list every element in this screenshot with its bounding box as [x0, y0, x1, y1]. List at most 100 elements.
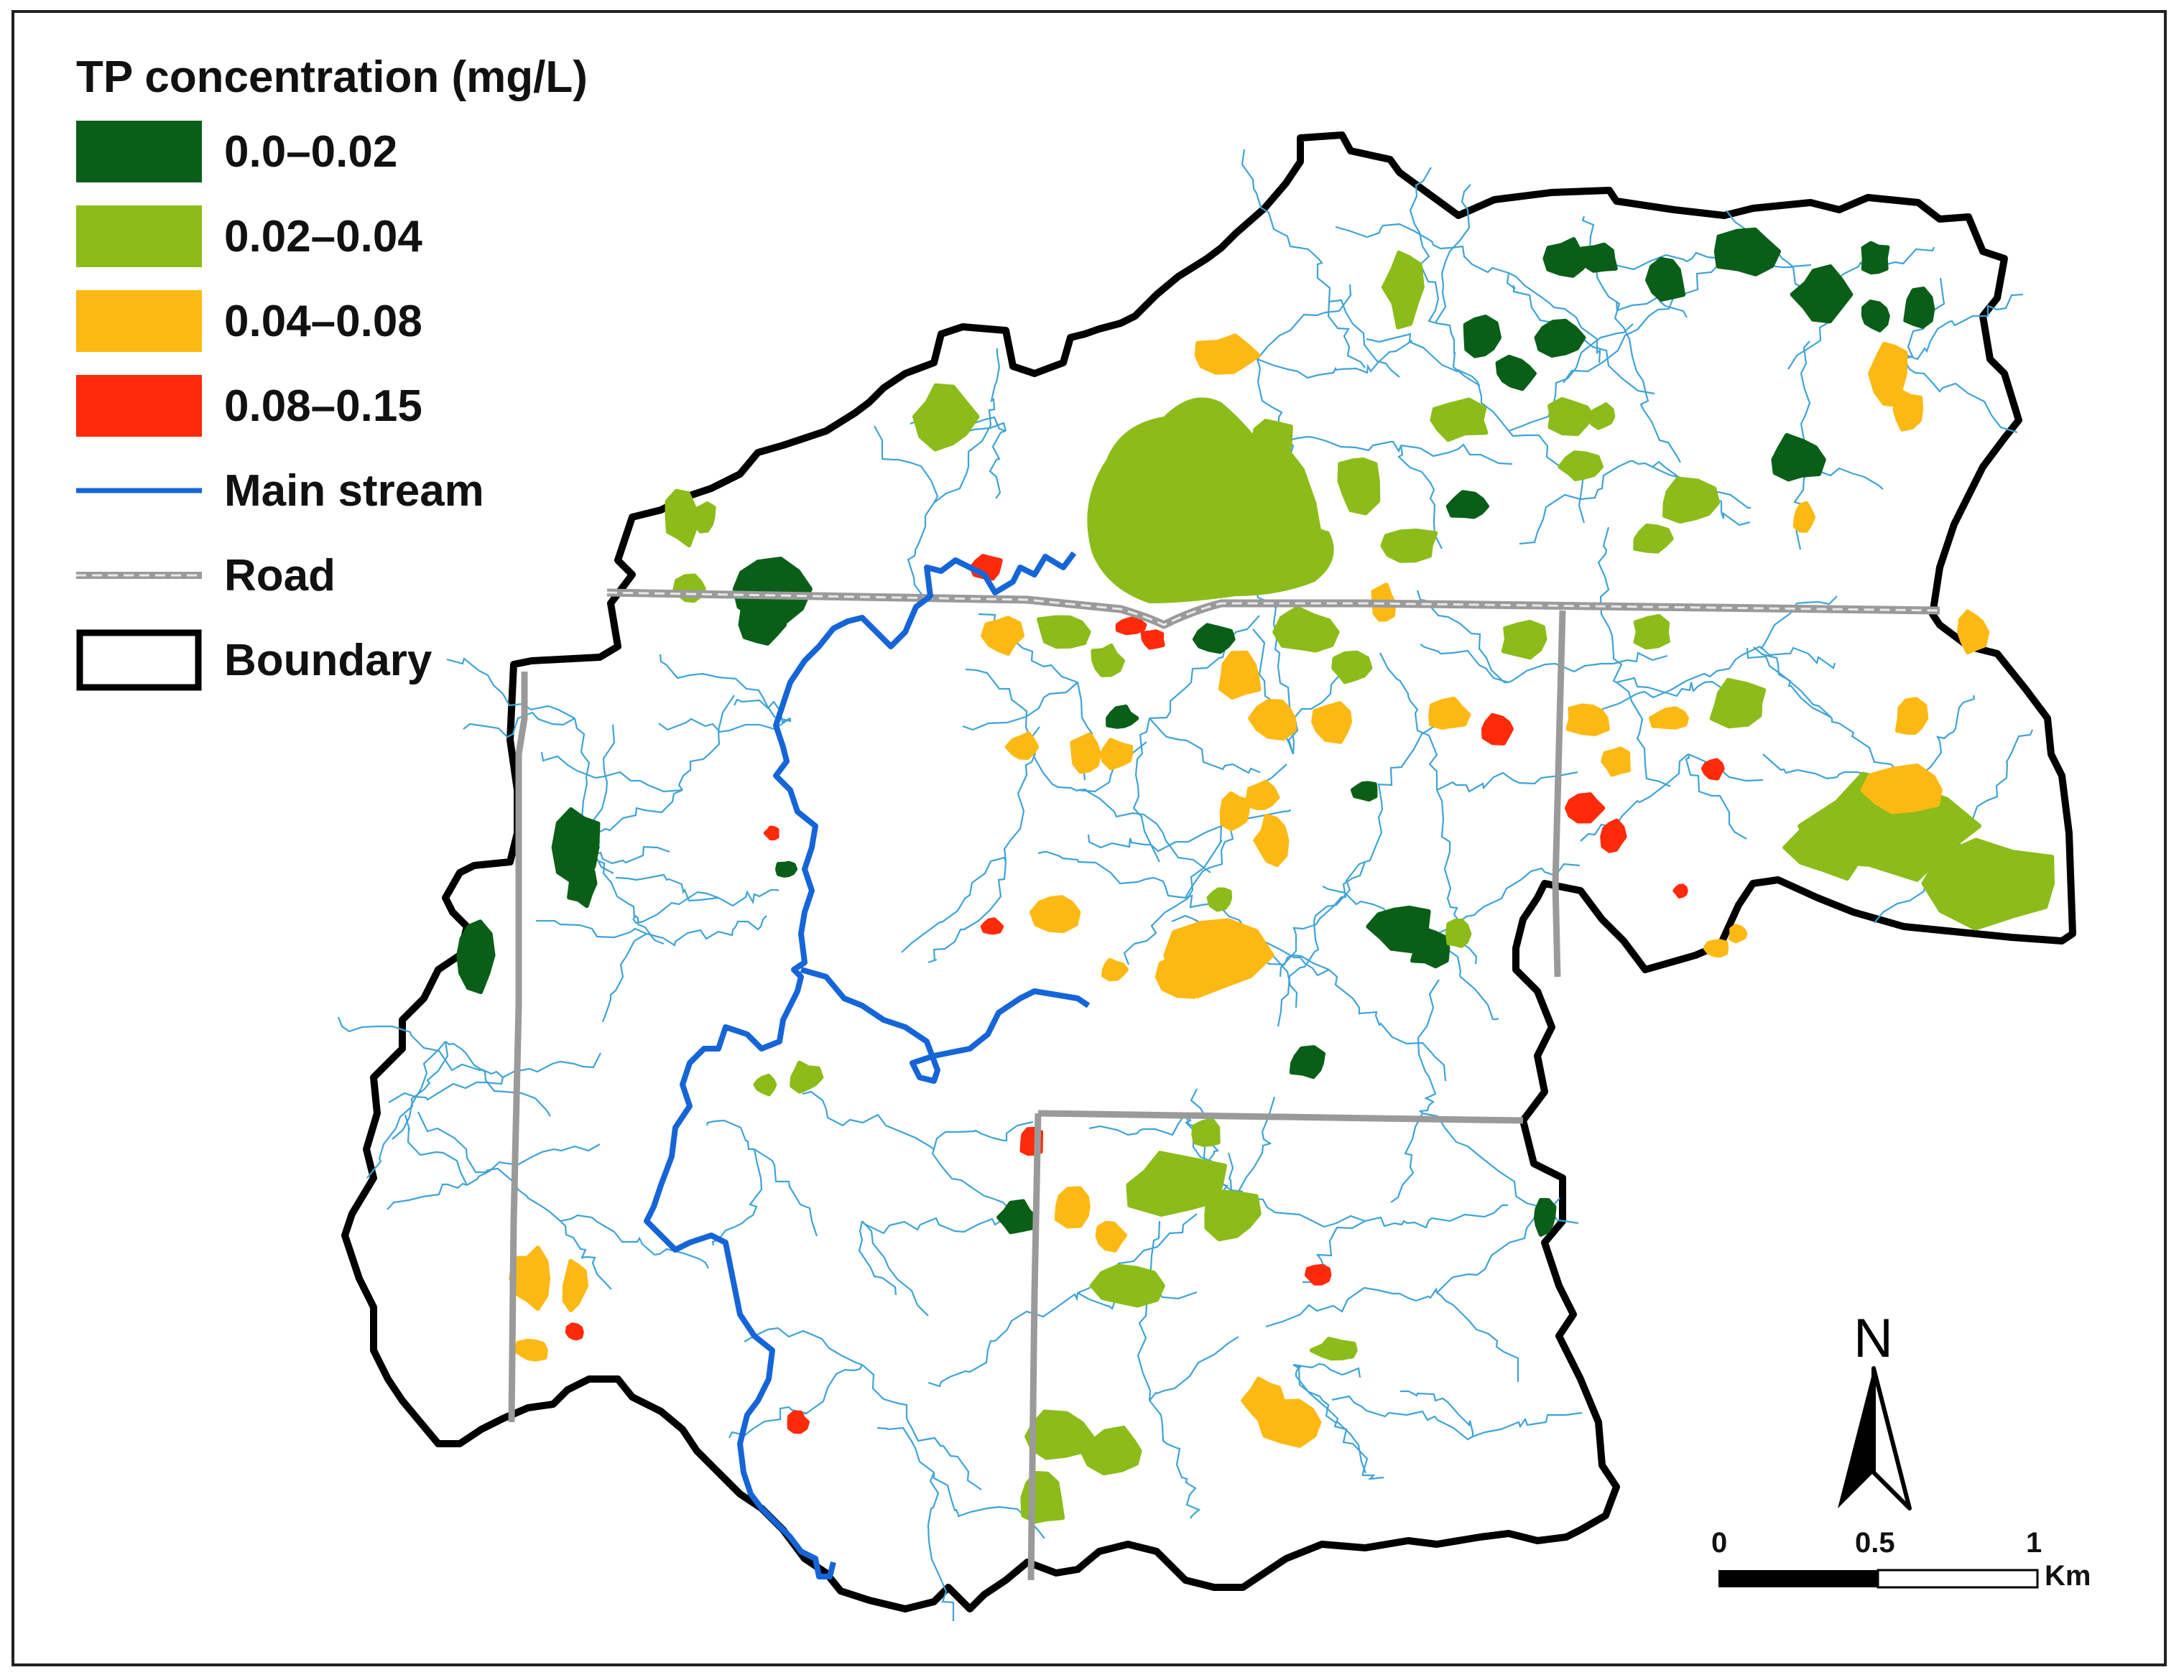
legend-label-class-1: 0.0–0.02	[224, 127, 398, 177]
tp-patch-class-1	[1533, 1198, 1557, 1237]
tributary-stream	[1597, 526, 1623, 683]
tributary-stream	[1508, 651, 1668, 683]
road-line-icon	[76, 572, 202, 579]
tp-patch-class-1	[1463, 315, 1502, 358]
tributary-stream	[1400, 443, 1513, 465]
tributary-stream	[560, 1220, 612, 1290]
tributary-stream	[1903, 293, 2024, 361]
tp-patch-class-2	[1204, 1189, 1262, 1242]
tributary-stream	[1436, 933, 1499, 1021]
tributary-stream	[1685, 753, 1747, 840]
tributary-stream	[978, 613, 1078, 684]
north-label: N	[1854, 1308, 1893, 1369]
tributary-stream	[754, 1148, 818, 1237]
tp-patch-class-2	[1089, 1263, 1165, 1308]
tp-patch-class-4	[787, 1410, 810, 1434]
tp-patch-class-3	[1095, 1220, 1127, 1253]
scale-unit: Km	[2045, 1560, 2091, 1592]
tributary-stream	[1265, 1286, 1438, 1328]
tributary-stream	[933, 348, 1001, 503]
tributary-stream	[1328, 299, 1400, 378]
legend-label-main-stream: Main stream	[224, 466, 484, 516]
tp-patch-class-3	[1728, 924, 1748, 944]
tp-patch-class-1	[1771, 432, 1826, 482]
tp-patch-class-1	[738, 598, 787, 646]
tributary-stream	[677, 695, 735, 791]
tp-patch-class-4	[1672, 883, 1688, 899]
tp-patch-class-2	[1547, 396, 1596, 437]
tp-patch-class-4	[980, 917, 1004, 935]
tp-patch-class-3	[1101, 957, 1129, 982]
tributary-stream	[502, 1052, 601, 1078]
tributary-stream	[1185, 1113, 1228, 1194]
tp-patch-class-2	[692, 501, 716, 534]
tributary-stream	[540, 751, 683, 793]
legend-label-class-4: 0.08–0.15	[224, 381, 422, 431]
tributary-stream	[615, 873, 719, 902]
tp-patch-class-2	[912, 383, 980, 452]
tributary-stream	[1335, 223, 1509, 274]
tributary-stream	[1434, 184, 1471, 324]
tributary-stream	[1088, 1113, 1186, 1136]
legend-swatch-light-green	[76, 205, 202, 267]
tp-patch-class-1	[1445, 490, 1489, 519]
tp-patch-class-2	[1430, 397, 1489, 442]
tp-patch-class-3	[1565, 703, 1610, 736]
tp-patch-class-1	[775, 860, 798, 878]
tributary-stream	[1390, 1113, 1423, 1203]
tributary-stream	[1241, 149, 1331, 302]
tributary-stream	[463, 711, 575, 738]
tp-patch-class-2	[1080, 1425, 1142, 1476]
tp-patch-class-2	[1633, 523, 1674, 554]
tp-patch-class-3	[1703, 939, 1729, 958]
tributary-stream	[1379, 652, 1438, 790]
tp-patch-class-3	[1428, 697, 1471, 730]
tributary-stream	[1037, 850, 1186, 899]
tp-patch-class-3	[1004, 731, 1040, 760]
tp-patch-class-2	[1191, 1118, 1221, 1147]
tp-patch-class-4	[1304, 1263, 1332, 1286]
tp-patch-class-3	[1311, 701, 1352, 744]
tributary-stream	[417, 1111, 561, 1222]
tributary-stream	[1087, 825, 1222, 853]
tributary-stream	[659, 654, 792, 723]
tributary-stream	[962, 682, 1078, 731]
tributary-stream	[861, 1220, 929, 1317]
tributary-stream	[989, 430, 1007, 499]
tp-patch-class-2	[1633, 613, 1670, 650]
tp-patch-class-1	[1289, 1045, 1325, 1080]
legend-label-class-3: 0.04–0.08	[224, 297, 422, 346]
tributary-stream	[1239, 1194, 1366, 1228]
roads	[508, 588, 1940, 1581]
tributary-stream	[658, 718, 791, 733]
tributary-stream	[1436, 863, 1581, 935]
tributary-stream	[927, 1472, 955, 1621]
tp-patch-class-1	[1542, 237, 1592, 278]
tributary-stream	[1328, 969, 1447, 1082]
tributary-stream	[1132, 718, 1160, 863]
tp-patch-class-1	[996, 1199, 1038, 1235]
legend-swatch-orange	[76, 290, 202, 352]
tp-patch-class-1	[1192, 623, 1236, 654]
tp-patch-class-1	[1861, 300, 1890, 333]
tp-patch-class-3	[1054, 1186, 1091, 1229]
tributary-stream	[1587, 646, 1761, 718]
tp-patch-class-2	[665, 488, 699, 548]
tp-patch-class-1	[1579, 242, 1618, 273]
tp-patch-class-4	[1115, 615, 1147, 636]
tp-patch-class-2	[1206, 887, 1233, 912]
tributary-stream	[744, 1327, 863, 1366]
main-stream-line-icon	[76, 488, 202, 493]
tributary-stream	[1614, 301, 1681, 463]
tp-patch-class-3	[562, 1258, 589, 1312]
tp-patch-class-4	[1565, 792, 1606, 824]
tributary-stream	[927, 861, 1007, 964]
tributary-stream	[1409, 167, 1440, 325]
tributary-stream	[1436, 1292, 1519, 1382]
tributary-stream	[387, 1182, 468, 1210]
tributary-stream	[1508, 323, 1634, 432]
tributary-stream	[1292, 1363, 1384, 1480]
legend-label-road: Road	[224, 551, 336, 600]
tp-patch-class-3	[1218, 650, 1262, 700]
tributary-stream	[718, 888, 779, 907]
